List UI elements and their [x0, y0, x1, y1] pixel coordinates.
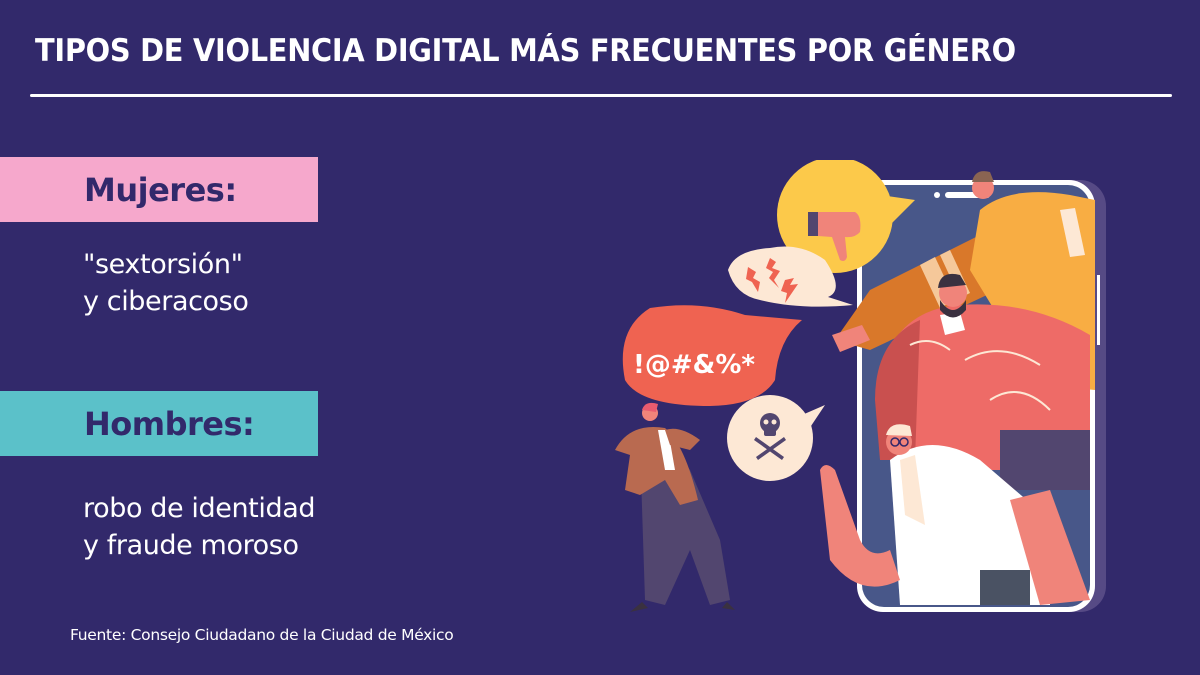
women-description-line: "sextorsión" [83, 249, 243, 280]
thumbs-down-icon [808, 212, 861, 261]
women-label: Mujeres: [84, 170, 237, 209]
swear-bubble-text: !@#&%* [633, 350, 755, 380]
men-description: robo de identidad y fraude moroso [83, 490, 315, 564]
men-label-bar: Hombres: [0, 391, 318, 456]
page-title: TIPOS DE VIOLENCIA DIGITAL MÁS FRECUENTE… [35, 33, 1016, 69]
title-divider [30, 94, 1172, 97]
men-description-line: y fraude moroso [83, 530, 299, 561]
lightning-bubble [728, 246, 853, 307]
women-description: "sextorsión" y ciberacoso [83, 246, 249, 320]
walking-woman-figure [615, 402, 748, 612]
thumbs-down-bubble [777, 160, 915, 273]
lightning-bolts-icon [746, 258, 798, 303]
men-description-line: robo de identidad [83, 493, 316, 524]
swear-bubble: !@#&%* [622, 305, 802, 406]
skull-crossbones-icon [754, 413, 786, 460]
source-note: Fuente: Consejo Ciudadano de la Ciudad d… [70, 626, 454, 644]
women-label-bar: Mujeres: [0, 157, 318, 222]
skull-bubble [727, 395, 825, 481]
men-label: Hombres: [84, 404, 255, 443]
women-description-line: y ciberacoso [83, 286, 249, 317]
cyberbullying-illustration: !@#&%* [615, 160, 1106, 612]
